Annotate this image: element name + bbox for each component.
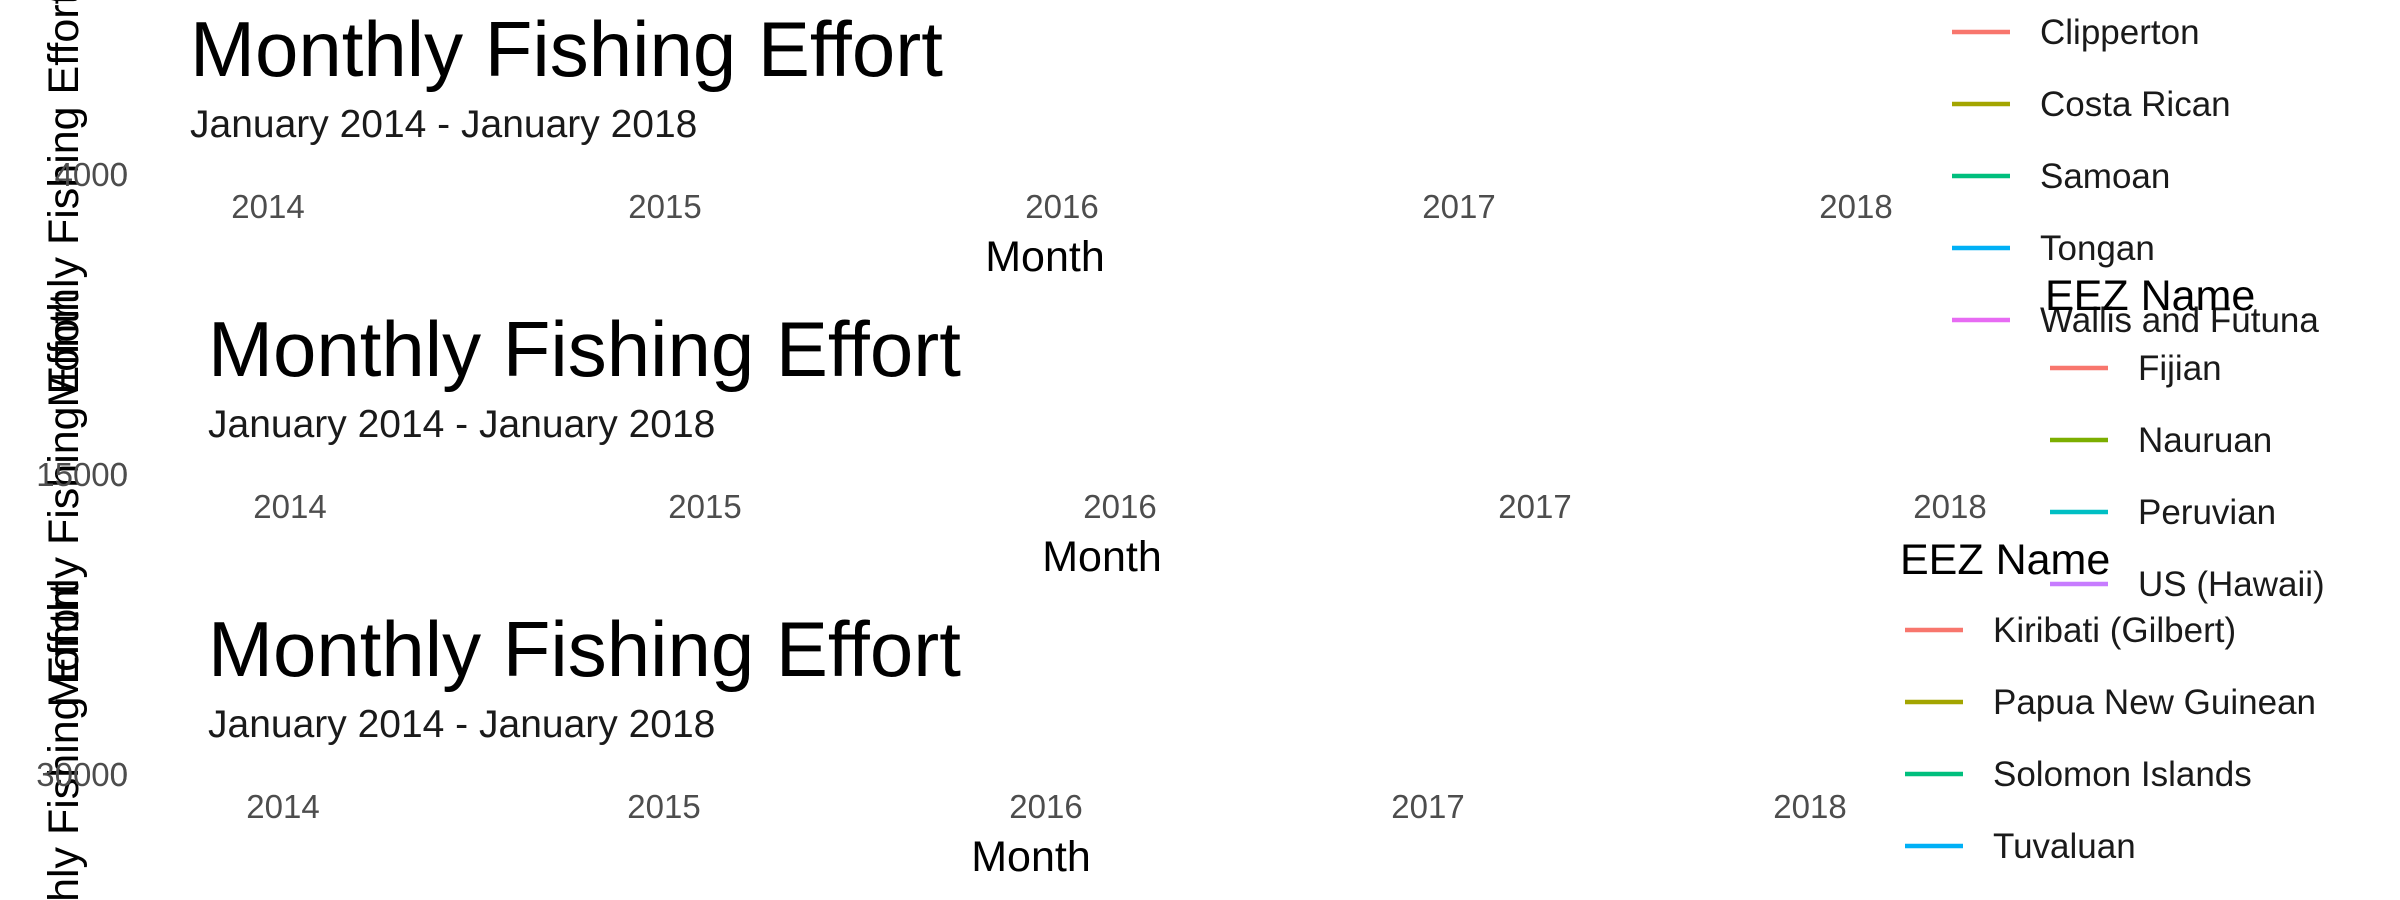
panel-2-legend-label-4: US (Hawaii) [2138, 565, 2325, 604]
panel-2-legend-label-3: Peruvian [2138, 493, 2276, 532]
panel-3-legend-title: EEZ Name [1900, 536, 2110, 584]
panel-2-x-tick-label: 2018 [1913, 488, 1986, 525]
panel-1-legend-label-4: Tongan [2040, 229, 2155, 268]
panel-3-legend-label-4: Tuvaluan [1993, 827, 2136, 866]
panel-1-x-axis-label: Month [985, 233, 1105, 281]
panel-1-legend-label-1: Clipperton [2040, 13, 2200, 52]
panel-2-x-tick-label: 2016 [1083, 488, 1156, 525]
panel-1-x-tick-label: 2015 [628, 188, 701, 225]
panel-1-x-tick-label: 2014 [231, 188, 304, 225]
panel-3-x-axis-label: Month [971, 833, 1091, 881]
panel-2-legend-label-1: Fijian [2138, 349, 2222, 388]
panel-2-x-tick-label: 2015 [668, 488, 741, 525]
panel-3-legend-label-3: Solomon Islands [1993, 755, 2252, 794]
panel-3-chart-subtitle: January 2014 - January 2018 [208, 703, 715, 746]
panel-2-x-tick-label: 2017 [1498, 488, 1571, 525]
panel-3-x-tick-label: 2016 [1009, 788, 1082, 825]
panel-1-chart-title: Monthly Fishing Effort [190, 5, 943, 93]
panel-3-y-tick-label: 0 [110, 756, 128, 793]
panel-3-x-tick-label: 2015 [627, 788, 700, 825]
panel-3-legend-label-2: Papua New Guinean [1993, 683, 2316, 722]
panel-1-legend-label-3: Samoan [2040, 157, 2170, 196]
panel-2-y-tick-label: 0 [110, 456, 128, 493]
panel-3-chart-title: Monthly Fishing Effort [208, 605, 961, 693]
panel-2-chart-subtitle: January 2014 - January 2018 [208, 403, 715, 446]
panel-3-y-tick-label: 30000 [36, 756, 128, 793]
panel-2-legend-label-2: Nauruan [2138, 421, 2272, 460]
panel-1-x-tick-label: 2018 [1819, 188, 1892, 225]
panel-3-x-tick-label: 2014 [246, 788, 319, 825]
panel-1-chart-subtitle: January 2014 - January 2018 [190, 103, 697, 146]
panel-2-x-axis-label: Month [1042, 533, 1162, 581]
panel-3-y-axis-label: Monthly Fishing Effort [40, 582, 88, 900]
panel-2-x-tick-label: 2014 [253, 488, 326, 525]
panel-1-legend-label-2: Costa Rican [2040, 85, 2231, 124]
panel-1-y-tick-label: 0 [110, 156, 128, 193]
panel-2-legend-title: EEZ Name [2045, 272, 2255, 320]
panel-1-x-tick-label: 2017 [1422, 188, 1495, 225]
panel-2-y-axis-label: Monthly Fishing Effort [40, 292, 88, 707]
panel-2-chart-title: Monthly Fishing Effort [208, 305, 961, 393]
panel-2-y-tick-label: 15000 [36, 456, 128, 493]
panel-1-legend-label-5: Wallis and Futuna [2040, 301, 2319, 340]
panel-1-y-axis-label: Monthly Fishing Effort [40, 0, 88, 408]
panel-1-x-tick-label: 2016 [1025, 188, 1098, 225]
panel-1-y-tick-label: 4000 [55, 156, 128, 193]
panel-3-x-tick-label: 2017 [1391, 788, 1464, 825]
panel-3-x-tick-label: 2018 [1773, 788, 1846, 825]
panel-3-legend-label-1: Kiribati (Gilbert) [1993, 611, 2236, 650]
